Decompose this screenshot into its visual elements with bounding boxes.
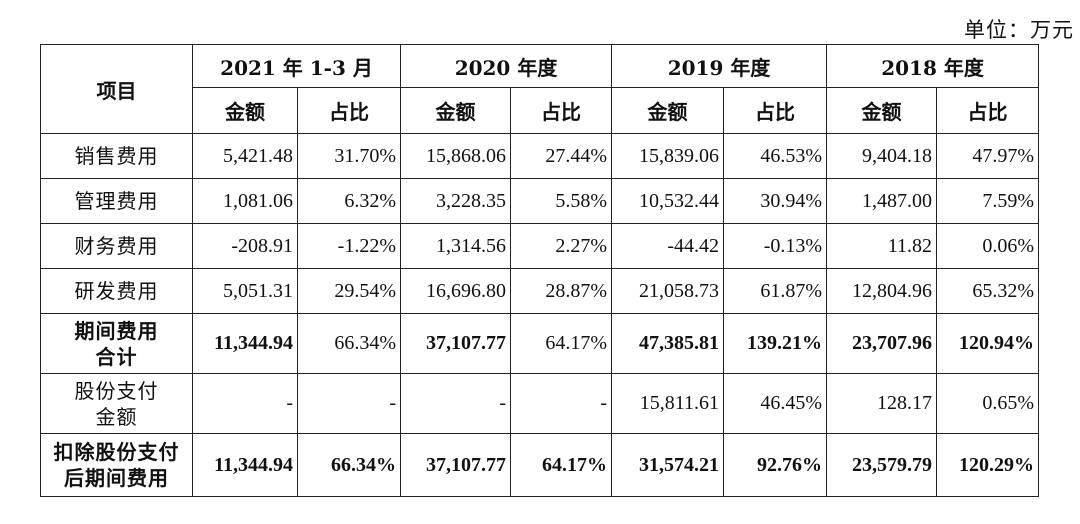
cell-value: 9,404.18 xyxy=(826,133,938,179)
row-label: 期间费用 合计 xyxy=(40,313,193,374)
cell-value: 0.65% xyxy=(936,373,1040,434)
cell-value: 12,804.96 xyxy=(826,268,938,314)
table-row-share-payment: 股份支付 金额 - - - - 15,811.61 46.45% 128.17 … xyxy=(40,373,1040,434)
header-amount: 金额 xyxy=(400,87,511,134)
header-period-2021q1: 2021 年 1-3 月 xyxy=(192,44,401,88)
cell-value: 92.76% xyxy=(723,433,828,497)
header-amount: 金额 xyxy=(192,87,298,134)
cell-value: - xyxy=(509,373,613,434)
table-row-expense-excl-share-payment: 扣除股份支付 后期间费用 11,344.94 66.34% 37,107.77 … xyxy=(40,433,1040,497)
unit-label: 单位：万元 xyxy=(964,18,1074,42)
cell-value: 3,228.35 xyxy=(400,178,511,224)
header-period-2019: 2019 年度 xyxy=(611,44,828,88)
cell-value: 11.82 xyxy=(826,223,938,269)
row-label: 销售费用 xyxy=(40,133,193,179)
row-label-line1: 期间费用 xyxy=(74,318,159,343)
cell-value: 1,487.00 xyxy=(826,178,938,224)
row-label-line2: 后期间费用 xyxy=(64,466,169,490)
cell-value: -44.42 xyxy=(611,223,725,269)
cell-value: 23,579.79 xyxy=(826,433,938,497)
cell-value: 47.97% xyxy=(936,133,1040,179)
cell-value: - xyxy=(400,373,511,434)
cell-value: 27.44% xyxy=(509,133,613,179)
cell-value: 5.58% xyxy=(509,178,613,224)
row-label: 扣除股份支付 后期间费用 xyxy=(40,433,193,497)
cell-value: 120.94% xyxy=(936,313,1040,374)
header-period-2020: 2020 年度 xyxy=(399,44,613,88)
row-label: 财务费用 xyxy=(40,223,193,269)
cell-value: 61.87% xyxy=(723,268,828,314)
cell-value: 31.70% xyxy=(297,133,401,179)
cell-value: -208.91 xyxy=(192,223,298,269)
header-row-periods: 项目 2021 年 1-3 月 2020 年度 2019 年度 2018 年度 xyxy=(40,44,1040,134)
cell-value: 64.17% xyxy=(509,313,613,374)
cell-value: 23,707.96 xyxy=(826,313,938,374)
table-row-rd-expense: 研发费用 5,051.31 29.54% 16,696.80 28.87% 21… xyxy=(40,268,1040,314)
row-label-line1: 股份支付 xyxy=(74,378,159,403)
cell-value: 2.27% xyxy=(509,223,613,269)
cell-value: 6.32% xyxy=(297,178,401,224)
cell-value: -1.22% xyxy=(297,223,401,269)
header-amount: 金额 xyxy=(611,87,725,134)
cell-value: 66.34% xyxy=(297,433,401,497)
expense-table: 项目 2021 年 1-3 月 2020 年度 2019 年度 2018 年度 … xyxy=(40,44,1040,497)
cell-value: 37,107.77 xyxy=(400,433,511,497)
cell-value: 47,385.81 xyxy=(611,313,725,374)
cell-value: 10,532.44 xyxy=(611,178,725,224)
table-row-admin-expense: 管理费用 1,081.06 6.32% 3,228.35 5.58% 10,53… xyxy=(40,178,1040,224)
cell-value: 15,868.06 xyxy=(400,133,511,179)
cell-value: - xyxy=(192,373,298,434)
header-ratio: 占比 xyxy=(936,87,1040,134)
cell-value: 120.29% xyxy=(936,433,1040,497)
cell-value: 139.21% xyxy=(723,313,828,374)
cell-value: -0.13% xyxy=(723,223,828,269)
cell-value: 128.17 xyxy=(826,373,938,434)
header-ratio: 占比 xyxy=(297,87,401,134)
cell-value: - xyxy=(297,373,401,434)
cell-value: 1,314.56 xyxy=(400,223,511,269)
cell-value: 29.54% xyxy=(297,268,401,314)
cell-value: 15,811.61 xyxy=(611,373,725,434)
row-label: 管理费用 xyxy=(40,178,193,224)
cell-value: 1,081.06 xyxy=(192,178,298,224)
row-label: 研发费用 xyxy=(40,268,193,314)
cell-value: 37,107.77 xyxy=(400,313,511,374)
header-period-2018: 2018 年度 xyxy=(826,44,1040,88)
cell-value: 11,344.94 xyxy=(192,433,298,497)
cell-value: 65.32% xyxy=(936,268,1040,314)
header-ratio: 占比 xyxy=(723,87,828,134)
table-row-finance-expense: 财务费用 -208.91 -1.22% 1,314.56 2.27% -44.4… xyxy=(40,223,1040,269)
cell-value: 66.34% xyxy=(297,313,401,374)
header-amount: 金额 xyxy=(826,87,938,134)
cell-value: 31,574.21 xyxy=(611,433,725,497)
cell-value: 5,051.31 xyxy=(192,268,298,314)
cell-value: 16,696.80 xyxy=(400,268,511,314)
cell-value: 46.53% xyxy=(723,133,828,179)
cell-value: 7.59% xyxy=(936,178,1040,224)
cell-value: 0.06% xyxy=(936,223,1040,269)
header-ratio: 占比 xyxy=(509,87,613,134)
cell-value: 46.45% xyxy=(723,373,828,434)
cell-value: 11,344.94 xyxy=(192,313,298,374)
header-item: 项目 xyxy=(40,44,193,134)
cell-value: 15,839.06 xyxy=(611,133,725,179)
cell-value: 28.87% xyxy=(509,268,613,314)
cell-value: 5,421.48 xyxy=(192,133,298,179)
row-label: 股份支付 金额 xyxy=(40,373,193,434)
row-label-line2: 金额 xyxy=(95,404,138,429)
row-label-line2: 合计 xyxy=(95,344,138,369)
table-row-sales-expense: 销售费用 5,421.48 31.70% 15,868.06 27.44% 15… xyxy=(40,133,1040,179)
cell-value: 21,058.73 xyxy=(611,268,725,314)
table-row-period-expense-total: 期间费用 合计 11,344.94 66.34% 37,107.77 64.17… xyxy=(40,313,1040,374)
row-label-line1: 扣除股份支付 xyxy=(53,440,180,464)
cell-value: 64.17% xyxy=(509,433,613,497)
cell-value: 30.94% xyxy=(723,178,828,224)
